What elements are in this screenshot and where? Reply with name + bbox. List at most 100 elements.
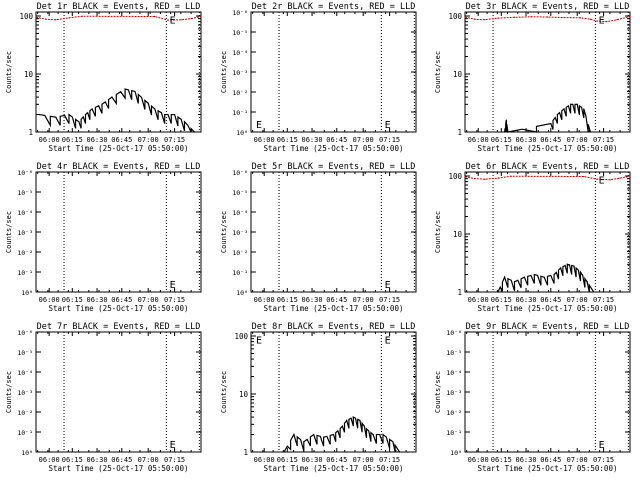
data-point xyxy=(180,19,182,21)
panel-det-6: Det 6r BLACK = Events, RED = LLD Counts/s… xyxy=(434,162,631,313)
data-point xyxy=(533,273,535,276)
data-point xyxy=(563,108,565,110)
plot-frame xyxy=(250,11,417,133)
plot-frame xyxy=(464,331,631,453)
y-tick-label: 10⁻³ xyxy=(17,389,33,397)
data-point xyxy=(484,178,486,180)
x-axis-label: Start Time (25-Oct-17 05:50:00) xyxy=(264,304,404,313)
y-tick-label: 10⁻⁴ xyxy=(446,369,462,377)
data-point xyxy=(530,16,532,18)
data-point xyxy=(359,419,361,422)
data-point xyxy=(35,16,37,18)
y-tick-label: 10⁰ xyxy=(21,289,33,297)
x-tick-label: 06:00 xyxy=(254,296,275,304)
x-tick-label: 06:45 xyxy=(540,456,561,464)
e-marker: E xyxy=(256,335,262,346)
y-tick-label: 10 xyxy=(24,70,34,79)
x-tick-label: 06:15 xyxy=(62,296,83,304)
plot-frame xyxy=(464,171,631,293)
data-point xyxy=(553,273,555,276)
y-tick-label: 10⁻¹ xyxy=(17,269,33,277)
x-tick-label: 06:30 xyxy=(302,456,323,464)
series-red xyxy=(464,175,631,181)
x-tick-label: 06:30 xyxy=(302,136,323,144)
x-tick-label: 07:15 xyxy=(164,456,185,464)
y-tick-label: 10⁻³ xyxy=(232,229,248,237)
x-tick-label: 07:00 xyxy=(353,456,374,464)
y-tick-label: 10⁻⁵ xyxy=(17,349,33,357)
y-tick-label: 10⁻⁵ xyxy=(17,189,33,197)
data-point xyxy=(593,291,595,293)
x-tick-label: 07:15 xyxy=(593,136,614,144)
panel-title: Det 1r BLACK = Events, RED = LLD xyxy=(37,2,201,12)
data-point xyxy=(293,433,295,436)
y-tick-label: 100 xyxy=(448,172,462,181)
data-point xyxy=(81,15,83,17)
x-axis-label: Start Time (25-Oct-17 05:50:00) xyxy=(49,304,189,313)
y-tick-label: 10⁻³ xyxy=(232,69,248,77)
panel-det-5: Det 5r BLACK = Events, RED = LLD Counts/s… xyxy=(220,162,417,313)
x-tick-label: 06:30 xyxy=(87,296,108,304)
y-axis-label: Counts/sec xyxy=(220,211,228,253)
data-point xyxy=(45,18,47,20)
panel-title: Det 8r BLACK = Events, RED = LLD xyxy=(252,322,416,332)
panel-det-2: Det 2r BLACK = Events, RED = LLD Counts/s… xyxy=(220,2,417,153)
data-point xyxy=(55,19,57,21)
data-point xyxy=(303,441,305,443)
e-marker: E xyxy=(599,15,605,26)
y-tick-label: 10⁻⁶ xyxy=(232,169,248,177)
data-point xyxy=(583,175,585,178)
x-tick-label: 06:30 xyxy=(516,456,537,464)
x-axis-label: Start Time (25-Oct-17 05:50:00) xyxy=(478,464,618,473)
e-marker: E xyxy=(170,440,176,451)
y-tick-label: 10 xyxy=(453,230,463,239)
data-point xyxy=(464,176,466,178)
y-tick-label: 10⁻⁶ xyxy=(17,169,33,177)
data-point xyxy=(200,15,202,18)
panel-det-1: Det 1r BLACK = Events, RED = LLD Counts/s… xyxy=(5,2,202,153)
series-black xyxy=(497,263,595,293)
data-point xyxy=(313,433,315,436)
data-point xyxy=(144,99,146,102)
y-axis-label: Counts/sec xyxy=(5,211,13,253)
x-tick-label: 07:15 xyxy=(593,296,614,304)
data-point xyxy=(513,16,516,18)
data-point xyxy=(167,19,169,21)
y-tick-label: 10⁰ xyxy=(21,449,33,457)
y-tick-label: 10⁻⁴ xyxy=(232,49,248,57)
data-point xyxy=(586,281,588,283)
data-point xyxy=(323,436,325,438)
data-point xyxy=(398,451,401,453)
x-tick-label: 06:15 xyxy=(491,296,512,304)
data-point xyxy=(507,131,509,133)
plot-frame xyxy=(250,331,417,453)
panel-det-3: Det 3r BLACK = Events, RED = LLD Counts/s… xyxy=(434,2,631,153)
y-axis-label: Counts/sec xyxy=(434,211,442,253)
data-point xyxy=(154,15,156,18)
x-tick-label: 06:15 xyxy=(62,456,83,464)
x-axis-label: Start Time (25-Oct-17 05:50:00) xyxy=(478,144,618,153)
panel-title: Det 6r BLACK = Events, RED = LLD xyxy=(466,162,630,172)
data-point xyxy=(629,175,631,177)
x-axis-label: Start Time (25-Oct-17 05:50:00) xyxy=(478,304,618,313)
y-axis-label: Counts/sec xyxy=(434,51,442,93)
data-point xyxy=(372,433,374,436)
x-tick-label: 06:00 xyxy=(39,136,60,144)
data-point xyxy=(352,416,354,418)
y-axis-label: Counts/sec xyxy=(5,371,13,413)
series-line xyxy=(464,175,631,181)
data-point xyxy=(497,291,499,293)
data-point xyxy=(464,16,466,18)
data-point xyxy=(346,419,348,422)
y-tick-label: 10⁻² xyxy=(17,249,33,257)
y-tick-label: 100 xyxy=(19,12,33,21)
x-tick-label: 06:45 xyxy=(540,296,561,304)
data-point xyxy=(576,103,578,105)
plot-frame xyxy=(35,331,202,453)
series-black xyxy=(38,88,195,133)
data-point xyxy=(513,281,516,283)
panel-title: Det 2r BLACK = Events, RED = LLD xyxy=(252,2,416,12)
x-tick-label: 06:00 xyxy=(468,136,489,144)
y-tick-label: 10⁻⁴ xyxy=(17,209,33,217)
data-point xyxy=(134,90,136,93)
